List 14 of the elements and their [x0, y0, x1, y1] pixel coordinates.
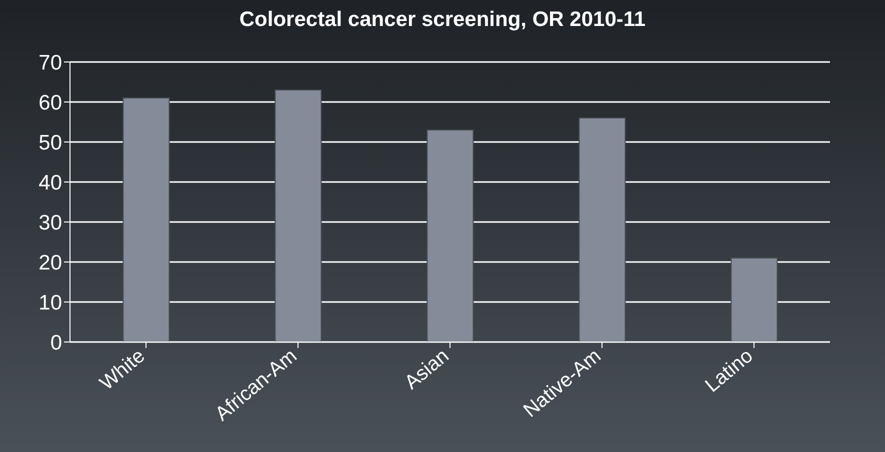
chart-title: Colorectal cancer screening, OR 2010-11: [238, 7, 647, 33]
y-tick-label: 60: [38, 91, 62, 114]
bar: [274, 90, 322, 342]
bar: [122, 98, 170, 342]
y-tick-label: 0: [50, 331, 62, 354]
y-tick-label: 50: [38, 131, 62, 154]
bar: [426, 130, 474, 342]
bar: [578, 118, 626, 342]
bar: [730, 258, 778, 342]
y-tick-label: 30: [38, 211, 62, 234]
y-tick-label: 20: [38, 251, 62, 274]
y-tick-label: 10: [38, 291, 62, 314]
y-tick-label: 40: [38, 171, 62, 194]
y-tick-label: 70: [38, 51, 62, 74]
